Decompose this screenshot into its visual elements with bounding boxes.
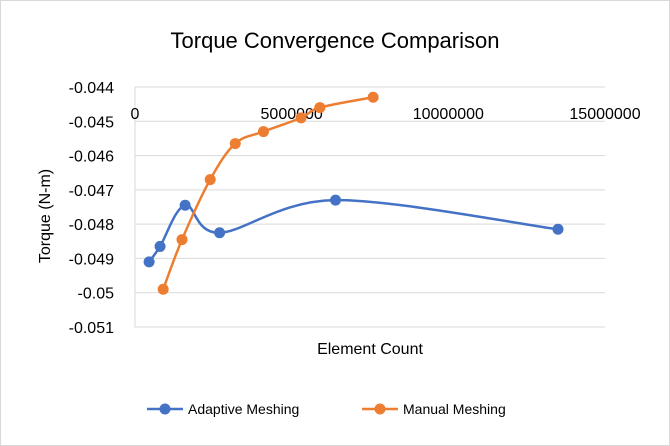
chart-title: Torque Convergence Comparison: [170, 28, 500, 53]
data-point: [214, 227, 226, 239]
series-manual-meshing: [157, 91, 379, 295]
data-point: [330, 194, 342, 206]
x-tick-label: 0: [131, 106, 140, 123]
legend-label: Manual Meshing: [403, 401, 506, 417]
data-point: [314, 102, 326, 114]
y-tick-label: -0.05: [78, 286, 115, 303]
series-line: [162, 96, 374, 290]
legend-marker: [159, 403, 171, 415]
data-point: [154, 240, 166, 252]
y-tick-label: -0.051: [69, 320, 114, 337]
y-tick-label: -0.046: [69, 149, 114, 166]
x-tick-label: 5000000: [261, 106, 323, 123]
legend-item: Manual Meshing: [362, 401, 506, 417]
data-point: [176, 234, 188, 246]
series-layer: [143, 91, 564, 295]
legend-label: Adaptive Meshing: [188, 401, 299, 417]
data-point: [552, 223, 564, 235]
data-point: [257, 126, 269, 138]
data-point: [229, 138, 241, 150]
tick-labels: -0.044 -0.045 -0.046 -0.047 -0.048 -0.049 -0.0…: [69, 80, 641, 337]
gridlines: [134, 86, 605, 328]
y-axis-title: Torque (N-m): [37, 169, 54, 263]
legend-item: Adaptive Meshing: [147, 401, 299, 417]
data-point: [367, 91, 379, 103]
data-point: [204, 174, 216, 186]
y-tick-label: -0.045: [69, 114, 114, 131]
data-point: [143, 256, 155, 268]
series-adaptive-meshing: [143, 194, 564, 268]
x-tick-label: 15000000: [569, 106, 640, 123]
data-point: [157, 283, 169, 295]
legend-marker: [374, 403, 386, 415]
y-tick-label: -0.044: [69, 80, 114, 97]
legend: Adaptive Meshing Manual Meshing: [147, 401, 506, 417]
x-tick-label: 10000000: [413, 106, 484, 123]
series-line: [148, 198, 559, 263]
data-point: [179, 199, 191, 211]
y-tick-label: -0.048: [69, 217, 114, 234]
data-point: [295, 112, 307, 124]
x-axis-title: Element Count: [317, 341, 423, 358]
y-tick-label: -0.047: [69, 183, 114, 200]
y-tick-label: -0.049: [69, 251, 114, 268]
